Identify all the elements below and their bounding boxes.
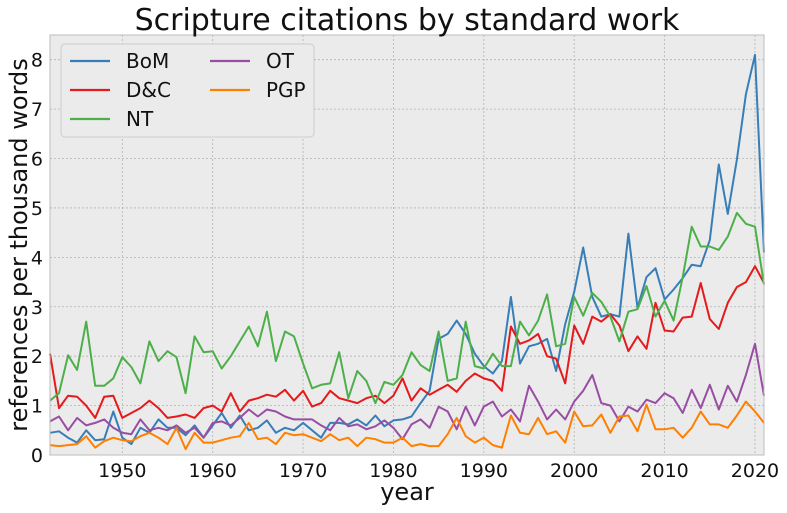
series-line-pgp bbox=[49, 400, 765, 451]
x-tick-label: 1960 bbox=[189, 460, 237, 482]
x-tick-label: 1980 bbox=[369, 460, 417, 482]
x-tick-label: 1950 bbox=[98, 460, 146, 482]
plot-frame bbox=[49, 34, 765, 456]
legend-items: BoM D&C NT OT PGP bbox=[70, 49, 306, 131]
y-axis-label: references per thousand words bbox=[5, 58, 33, 432]
legend-box bbox=[60, 43, 315, 138]
y-tick-label: 8 bbox=[31, 50, 43, 72]
x-tick-label: 2000 bbox=[550, 460, 598, 482]
x-axis-label: year bbox=[380, 478, 434, 506]
series-line-ot bbox=[49, 342, 765, 441]
series-line-dc bbox=[49, 265, 765, 419]
legend-label-dc: D&C bbox=[126, 78, 171, 102]
y-tick-label: 2 bbox=[31, 346, 43, 368]
y-tick-label: 7 bbox=[31, 99, 43, 121]
x-tick-label: 2010 bbox=[640, 460, 688, 482]
chart-title: Scripture citations by standard work bbox=[135, 3, 680, 38]
legend-label-bom: BoM bbox=[126, 49, 169, 73]
y-tick-label: 6 bbox=[31, 149, 43, 171]
series-lines bbox=[49, 53, 765, 451]
y-tick-label: 1 bbox=[31, 396, 43, 418]
y-tick-label: 0 bbox=[31, 445, 43, 467]
y-tick-label: 4 bbox=[31, 247, 43, 269]
y-tick-label: 5 bbox=[31, 198, 43, 220]
tick-labels: 1950 1960 1970 1980 1990 2000 2010 2020 0 1 2 3 4 5 6 7… bbox=[31, 50, 779, 482]
legend-label-pgp: PGP bbox=[266, 78, 306, 102]
series-line-bom bbox=[49, 53, 765, 446]
legend: BoM D&C NT OT PGP bbox=[60, 43, 315, 138]
x-tick-label: 1970 bbox=[279, 460, 327, 482]
series-line-nt bbox=[49, 211, 765, 405]
x-tick-label: 1990 bbox=[460, 460, 508, 482]
legend-label-nt: NT bbox=[126, 107, 154, 131]
legend-label-ot: OT bbox=[266, 49, 295, 73]
x-tick-label: 2020 bbox=[731, 460, 779, 482]
y-tick-label: 3 bbox=[31, 297, 43, 319]
